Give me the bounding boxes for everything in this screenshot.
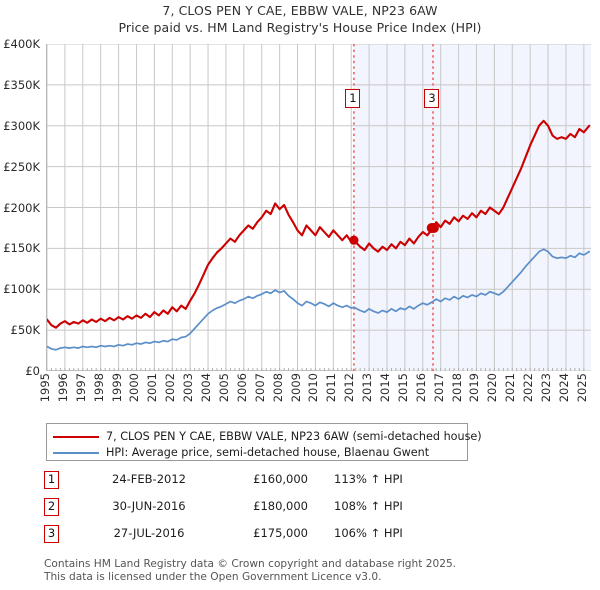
footer-line-1: Contains HM Land Registry data © Crown c…	[44, 558, 457, 570]
transaction-hpi-delta: 106% ↑ HPI	[334, 526, 403, 540]
page-title: 7, CLOS PEN Y CAE, EBBW VALE, NP23 6AW	[162, 3, 438, 18]
sale-point-marker	[428, 222, 439, 233]
x-tick-label: 2011	[324, 373, 339, 403]
sale-point-marker	[349, 235, 359, 245]
transaction-price: £180,000	[253, 499, 308, 513]
transaction-index-badge: 3	[44, 525, 59, 543]
x-tick-label: 2025	[574, 373, 589, 403]
chart-legend: 7, CLOS PEN Y CAE, EBBW VALE, NP23 6AW (…	[46, 423, 482, 461]
x-tick-label: 2020	[485, 373, 500, 403]
plot-marker-1: 1	[345, 89, 361, 108]
hpi-line	[47, 248, 591, 351]
legend-label: 7, CLOS PEN Y CAE, EBBW VALE, NP23 6AW (…	[106, 430, 482, 443]
y-axis-labels: £0 £50K £100K £150K £200K £250K £300K £350K £400…	[0, 37, 44, 378]
price-history-chart	[47, 44, 591, 371]
transaction-index-badge: 2	[44, 498, 59, 516]
plot-marker-3: 3	[424, 89, 440, 108]
y-tick-label: £250K	[3, 159, 40, 174]
x-tick-label: 2010	[306, 373, 321, 403]
legend-row: 7, CLOS PEN Y CAE, EBBW VALE, NP23 6AW (…	[53, 429, 482, 444]
x-tick-label: 2003	[181, 373, 196, 403]
y-tick-label: £300K	[3, 118, 40, 133]
x-tick-label: 2022	[521, 373, 536, 403]
x-tick-label: 1997	[73, 373, 88, 403]
transaction-date: 30-JUN-2016	[112, 499, 186, 513]
x-axis-labels: 1995 1996 1997 1998 1999 2000 2001 2002 2003 2004…	[38, 373, 590, 417]
x-tick-label: 2021	[503, 373, 518, 403]
x-tick-label: 2001	[145, 373, 160, 403]
page-subtitle: Price paid vs. HM Land Registry's House …	[118, 20, 482, 35]
table-row: 1 24-FEB-2012 £160,000 113% ↑ HPI	[44, 470, 474, 497]
y-tick-label: £150K	[3, 241, 40, 256]
x-tick-label: 2013	[360, 373, 375, 403]
footer-attribution: Contains HM Land Registry data © Crown c…	[44, 558, 584, 583]
x-tick-label: 1998	[91, 373, 106, 403]
x-tick-label: 2017	[431, 373, 446, 403]
transaction-hpi-delta: 113% ↑ HPI	[334, 472, 403, 486]
x-tick-label: 2023	[539, 373, 554, 403]
plot-frame	[46, 44, 591, 371]
legend-swatch	[53, 435, 99, 438]
x-tick-label: 2016	[413, 373, 428, 403]
x-tick-label: 1995	[38, 373, 52, 403]
x-tick-label: 2008	[270, 373, 285, 403]
x-tick-label: 2005	[216, 373, 231, 403]
table-row: 3 27-JUL-2016 £175,000 106% ↑ HPI	[44, 524, 474, 551]
y-tick-label: £350K	[3, 77, 40, 92]
chart-title-block: 7, CLOS PEN Y CAE, EBBW VALE, NP23 6AW P…	[0, 2, 600, 36]
transaction-price: £175,000	[253, 526, 308, 540]
x-tick-label: 2014	[378, 373, 392, 403]
x-tick-label: 2006	[234, 373, 249, 403]
footer-line-2: This data is licensed under the Open Gov…	[44, 570, 382, 583]
transaction-hpi-delta: 108% ↑ HPI	[334, 499, 403, 513]
x-tick-label: 2009	[288, 373, 303, 403]
x-tick-label: 1996	[55, 373, 70, 403]
transaction-price: £160,000	[253, 472, 308, 486]
y-tick-label: £50K	[10, 323, 41, 338]
transactions-table: 1 24-FEB-2012 £160,000 113% ↑ HPI 2 30-JUN-20…	[44, 470, 474, 551]
x-tick-label: 2012	[342, 373, 357, 403]
transaction-date: 24-FEB-2012	[112, 472, 186, 486]
x-tick-label: 2007	[252, 373, 267, 403]
y-tick-label: £100K	[3, 282, 40, 297]
x-tick-label: 2024	[556, 373, 571, 403]
x-tick-label: 2000	[127, 373, 142, 403]
x-tick-label: 2004	[199, 373, 214, 403]
price-paid-line	[47, 119, 591, 329]
legend-label: HPI: Average price, semi-detached house,…	[106, 446, 430, 459]
table-row: 2 30-JUN-2016 £180,000 108% ↑ HPI	[44, 497, 474, 524]
y-tick-label: £400K	[3, 37, 40, 51]
x-tick-label: 2019	[467, 373, 482, 403]
x-tick-label: 2015	[395, 373, 410, 403]
transaction-index-badge: 1	[44, 471, 59, 489]
chart-plot-area	[46, 44, 591, 371]
x-tick-label: 2002	[163, 373, 178, 403]
transaction-date: 27-JUL-2016	[113, 526, 185, 540]
legend-row: HPI: Average price, semi-detached house,…	[53, 445, 461, 460]
x-tick-label: 2018	[449, 373, 464, 403]
y-tick-label: £0	[25, 364, 40, 378]
y-tick-label: £200K	[3, 200, 40, 215]
x-tick-label: 1999	[109, 373, 124, 403]
legend-swatch	[53, 451, 99, 454]
